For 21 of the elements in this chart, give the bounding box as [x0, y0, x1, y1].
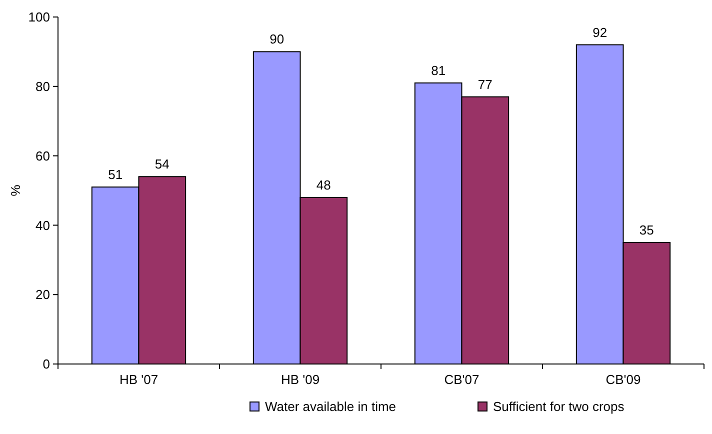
data-label: 35	[639, 222, 654, 238]
data-label: 90	[270, 32, 284, 47]
y-tick-label: 80	[36, 78, 50, 94]
data-label: 48	[316, 177, 331, 192]
x-tick-label: HB '09	[280, 372, 320, 387]
data-label: 51	[108, 167, 123, 182]
data-label: 81	[431, 62, 446, 78]
legend-label: Sufficient for two crops	[493, 399, 625, 414]
data-label: 54	[154, 156, 170, 172]
y-axis-title: %	[8, 184, 23, 196]
y-tick-label: 60	[36, 148, 50, 164]
x-tick-label: CB'09	[606, 372, 641, 387]
y-tick-label: 20	[36, 287, 50, 302]
x-tick-label: CB'07	[444, 372, 480, 387]
x-tick-label: HB '07	[119, 372, 158, 387]
legend-label: Water available in time	[265, 399, 396, 414]
y-tick-label: 100	[28, 10, 50, 25]
data-label: 92	[592, 24, 608, 40]
data-label: 77	[478, 76, 492, 92]
y-tick-label: 0	[42, 356, 50, 372]
y-tick-label: 40	[36, 218, 50, 233]
